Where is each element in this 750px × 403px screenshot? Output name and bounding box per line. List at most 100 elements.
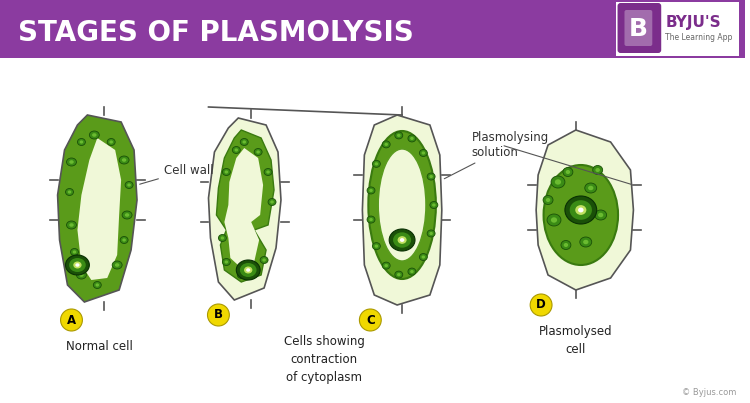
Ellipse shape [408,268,416,275]
Ellipse shape [68,191,71,193]
Ellipse shape [422,256,425,259]
Ellipse shape [578,208,584,212]
Ellipse shape [427,230,435,237]
Ellipse shape [427,173,435,180]
Polygon shape [77,138,122,280]
Circle shape [359,309,381,331]
Text: Cell wall: Cell wall [140,164,214,184]
Ellipse shape [237,272,245,278]
Ellipse shape [410,270,414,273]
Ellipse shape [378,149,426,261]
Ellipse shape [596,168,600,172]
Ellipse shape [69,223,74,227]
Ellipse shape [268,199,276,206]
Ellipse shape [266,170,270,174]
Ellipse shape [218,235,226,241]
Ellipse shape [242,140,246,143]
Ellipse shape [389,229,415,251]
Ellipse shape [410,137,414,140]
Ellipse shape [93,282,101,289]
Ellipse shape [122,158,126,162]
Ellipse shape [67,221,76,229]
Text: © Byjus.com: © Byjus.com [682,388,736,397]
Circle shape [530,294,552,316]
Ellipse shape [76,271,86,279]
Ellipse shape [75,263,80,267]
Ellipse shape [110,140,113,143]
Ellipse shape [220,237,224,239]
Ellipse shape [256,150,260,154]
Ellipse shape [122,239,126,241]
Ellipse shape [367,216,375,223]
Ellipse shape [565,196,597,224]
Ellipse shape [224,170,228,174]
Ellipse shape [119,156,129,164]
Text: Plasmolysed
cell: Plasmolysed cell [539,325,613,356]
Ellipse shape [429,175,433,178]
Ellipse shape [368,131,436,279]
Ellipse shape [232,147,240,154]
Ellipse shape [408,135,416,142]
Text: Normal cell: Normal cell [66,340,133,353]
Ellipse shape [260,256,268,264]
Ellipse shape [394,271,403,278]
Ellipse shape [373,243,380,249]
Ellipse shape [262,258,266,262]
Ellipse shape [544,165,618,265]
Ellipse shape [592,166,603,174]
Ellipse shape [543,195,553,204]
Ellipse shape [369,218,373,221]
Ellipse shape [235,148,238,152]
Circle shape [208,304,230,326]
Ellipse shape [239,273,243,276]
Ellipse shape [575,205,586,215]
Ellipse shape [69,160,74,164]
Ellipse shape [374,245,378,248]
Ellipse shape [598,213,603,217]
Ellipse shape [382,262,390,269]
Ellipse shape [244,266,253,274]
Text: Plasmolysing
solution: Plasmolysing solution [444,131,549,179]
Ellipse shape [223,258,230,266]
Ellipse shape [67,158,76,166]
Text: BYJU'S: BYJU'S [665,15,721,29]
Ellipse shape [419,253,428,260]
Ellipse shape [77,139,86,145]
Ellipse shape [580,237,592,247]
Ellipse shape [65,255,89,275]
Ellipse shape [254,148,262,156]
Ellipse shape [112,261,122,269]
Ellipse shape [397,134,400,137]
Ellipse shape [585,183,597,193]
Ellipse shape [382,141,390,148]
Ellipse shape [429,232,433,235]
Ellipse shape [246,268,250,272]
Ellipse shape [547,214,561,226]
Ellipse shape [73,250,76,253]
Ellipse shape [92,133,97,137]
Ellipse shape [240,139,248,145]
Text: A: A [67,314,76,326]
Ellipse shape [95,283,99,287]
Ellipse shape [125,181,133,189]
FancyBboxPatch shape [625,10,652,46]
Polygon shape [209,118,281,300]
Ellipse shape [89,131,99,139]
Ellipse shape [550,217,557,223]
Ellipse shape [400,238,404,242]
Ellipse shape [69,258,86,272]
Text: B: B [214,309,223,322]
Ellipse shape [555,179,561,185]
Ellipse shape [80,273,84,277]
Polygon shape [362,115,442,305]
Ellipse shape [583,240,589,244]
Ellipse shape [588,186,593,190]
Ellipse shape [223,168,230,175]
Ellipse shape [561,241,571,249]
Ellipse shape [397,273,400,276]
Text: Cells showing
contraction
of cytoplasm: Cells showing contraction of cytoplasm [284,335,364,384]
Ellipse shape [430,202,438,208]
Text: STAGES OF PLASMOLYSIS: STAGES OF PLASMOLYSIS [18,19,413,47]
Ellipse shape [393,232,411,248]
Ellipse shape [385,143,388,146]
